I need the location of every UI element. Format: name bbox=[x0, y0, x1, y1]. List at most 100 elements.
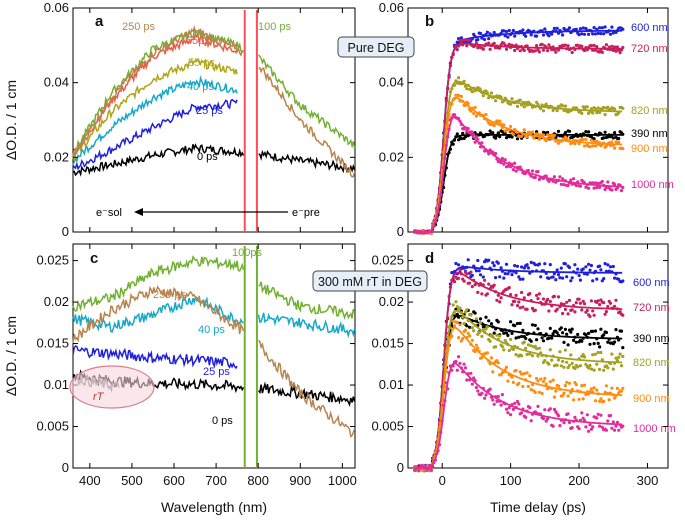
point-720-nm bbox=[528, 292, 532, 296]
point-1000-nm bbox=[587, 186, 591, 190]
point-600-nm bbox=[533, 263, 537, 267]
point-600-nm bbox=[543, 27, 547, 31]
point-390-nm bbox=[459, 137, 463, 141]
point-820-nm bbox=[536, 354, 540, 358]
point-820-nm bbox=[526, 343, 531, 347]
point-1000-nm bbox=[563, 418, 568, 422]
spectrum-250-ps bbox=[72, 285, 245, 344]
point-390-nm bbox=[514, 133, 518, 137]
label-b-720-nm: 720 nm bbox=[631, 43, 668, 55]
point-900-nm bbox=[548, 380, 552, 384]
point-390-nm bbox=[489, 322, 494, 326]
point-720-nm bbox=[566, 312, 570, 316]
point-390-nm bbox=[570, 327, 574, 331]
point-820-nm bbox=[502, 99, 506, 103]
point-720-nm bbox=[517, 45, 521, 49]
point-1000-nm bbox=[457, 355, 461, 359]
point-390-nm bbox=[574, 340, 578, 344]
point-600-nm bbox=[599, 268, 603, 272]
point-900-nm bbox=[480, 356, 484, 360]
point-820-nm bbox=[559, 364, 563, 368]
point-1000-nm bbox=[566, 412, 570, 416]
point-390-nm bbox=[599, 327, 603, 331]
point-900-nm bbox=[499, 122, 503, 126]
point-900-nm bbox=[522, 128, 526, 132]
y-tick-label: 0.02 bbox=[379, 149, 404, 164]
point-820-nm bbox=[489, 91, 494, 95]
point-720-nm bbox=[544, 45, 548, 50]
point-820-nm bbox=[621, 106, 625, 110]
point-1000-nm bbox=[543, 408, 547, 412]
point-720-nm bbox=[494, 290, 498, 294]
point-390-nm bbox=[582, 133, 587, 137]
point-600-nm bbox=[574, 27, 578, 31]
point-900-nm bbox=[541, 133, 546, 137]
point-390-nm bbox=[457, 315, 461, 319]
point-1000-nm bbox=[476, 389, 480, 393]
point-390-nm bbox=[599, 132, 603, 136]
point-1000-nm bbox=[541, 417, 546, 421]
point-1000-nm bbox=[481, 145, 485, 149]
point-600-nm bbox=[570, 276, 574, 280]
point-1000-nm bbox=[416, 466, 420, 470]
point-600-nm bbox=[572, 270, 576, 274]
point-390-nm bbox=[572, 338, 576, 342]
spectrum-0-ps-b bbox=[258, 381, 356, 407]
point-720-nm bbox=[540, 42, 544, 46]
point-1000-nm bbox=[440, 180, 444, 184]
point-600-nm bbox=[551, 29, 555, 33]
point-390-nm bbox=[520, 334, 524, 339]
point-600-nm bbox=[511, 269, 515, 273]
point-390-nm bbox=[607, 337, 611, 341]
point-390-nm bbox=[541, 339, 546, 343]
point-900-nm bbox=[593, 144, 598, 148]
point-390-nm bbox=[503, 328, 507, 332]
point-900-nm bbox=[606, 391, 610, 396]
point-820-nm bbox=[563, 348, 568, 352]
point-820-nm bbox=[483, 330, 487, 334]
point-900-nm bbox=[580, 384, 584, 388]
point-1000-nm bbox=[454, 359, 458, 364]
point-720-nm bbox=[457, 276, 461, 280]
point-600-nm bbox=[585, 29, 589, 33]
point-1000-nm bbox=[600, 425, 604, 429]
point-1000-nm bbox=[510, 162, 514, 166]
point-720-nm bbox=[621, 45, 625, 50]
point-1000-nm bbox=[431, 464, 435, 468]
point-600-nm bbox=[588, 268, 592, 272]
point-390-nm bbox=[444, 166, 448, 170]
point-1000-nm bbox=[444, 143, 448, 147]
point-600-nm bbox=[563, 262, 568, 266]
point-720-nm bbox=[498, 300, 502, 304]
point-390-nm bbox=[536, 327, 540, 331]
point-390-nm bbox=[587, 130, 591, 134]
point-600-nm bbox=[503, 272, 507, 276]
point-1000-nm bbox=[448, 364, 452, 368]
point-1000-nm bbox=[556, 178, 561, 182]
fit-820-nm bbox=[414, 80, 623, 233]
point-1000-nm bbox=[433, 458, 437, 462]
y-tick-label: 0 bbox=[397, 224, 404, 239]
point-900-nm bbox=[504, 365, 509, 369]
point-600-nm bbox=[556, 273, 561, 277]
point-900-nm bbox=[591, 390, 595, 394]
point-720-nm bbox=[487, 41, 491, 45]
point-390-nm bbox=[524, 336, 528, 340]
point-1000-nm bbox=[592, 186, 596, 190]
point-900-nm bbox=[611, 393, 615, 397]
point-720-nm bbox=[529, 299, 533, 303]
point-900-nm bbox=[485, 118, 489, 122]
point-720-nm bbox=[514, 43, 518, 47]
point-900-nm bbox=[496, 361, 500, 365]
point-390-nm bbox=[506, 333, 510, 337]
point-1000-nm bbox=[455, 368, 459, 372]
point-390-nm bbox=[487, 319, 491, 323]
point-600-nm bbox=[561, 33, 565, 37]
point-600-nm bbox=[577, 273, 581, 278]
point-900-nm bbox=[461, 99, 465, 103]
point-720-nm bbox=[520, 45, 524, 49]
point-900-nm bbox=[489, 356, 494, 360]
x-tick-label: 700 bbox=[205, 473, 227, 488]
point-1000-nm bbox=[499, 161, 503, 165]
point-720-nm bbox=[526, 47, 531, 51]
